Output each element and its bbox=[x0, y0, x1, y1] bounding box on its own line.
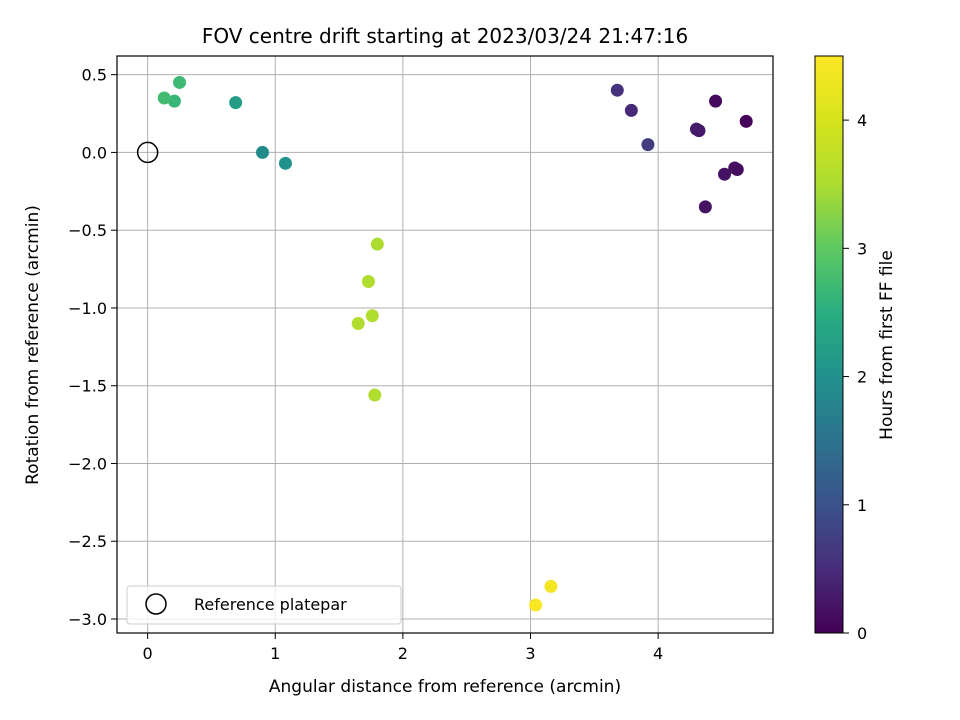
data-point bbox=[167, 94, 181, 108]
data-point bbox=[255, 145, 269, 159]
data-point bbox=[229, 96, 243, 110]
data-point bbox=[351, 317, 365, 331]
y-tick-label: 0.5 bbox=[82, 66, 107, 85]
y-axis-ticks: 0.5 0.0 −0.5 −1.0 −1.5 −2.0 −2.5 −3.0 bbox=[68, 66, 117, 629]
x-axis-label: Angular distance from reference (arcmin) bbox=[269, 677, 621, 697]
data-point bbox=[173, 75, 187, 89]
data-point bbox=[361, 275, 375, 289]
x-tick-label: 3 bbox=[525, 644, 535, 663]
x-tick-label: 0 bbox=[143, 644, 153, 663]
data-point bbox=[624, 103, 638, 117]
data-point bbox=[728, 161, 742, 175]
chart-title: FOV centre drift starting at 2023/03/24 … bbox=[202, 24, 688, 48]
data-points bbox=[157, 75, 753, 612]
x-tick-label: 2 bbox=[398, 644, 408, 663]
data-point bbox=[278, 156, 292, 170]
data-point bbox=[739, 114, 753, 128]
data-point bbox=[544, 579, 558, 593]
x-tick-label: 1 bbox=[270, 644, 280, 663]
plot-background bbox=[117, 56, 773, 633]
y-tick-label: −1.0 bbox=[68, 299, 107, 318]
colorbar-tick-label: 1 bbox=[857, 496, 867, 515]
data-point bbox=[709, 94, 723, 108]
plot-area: 0 1 2 3 4 0.5 0.0 −0.5 −1.0 −1.5 −2.0 −2.5 −3.0 Ref… bbox=[68, 55, 774, 663]
colorbar-gradient bbox=[814, 55, 844, 634]
grid-lines bbox=[117, 56, 773, 633]
y-tick-label: −1.5 bbox=[68, 377, 107, 396]
legend-label: Reference platepar bbox=[194, 595, 347, 614]
data-point bbox=[610, 83, 624, 97]
y-tick-label: −0.5 bbox=[68, 221, 107, 240]
data-point bbox=[368, 388, 382, 402]
colorbar: 0 1 2 3 4 Hours from first FF file bbox=[814, 55, 897, 643]
data-point bbox=[689, 122, 703, 136]
data-point bbox=[529, 598, 543, 612]
colorbar-ticks: 0 1 2 3 4 bbox=[843, 111, 867, 643]
data-point bbox=[718, 167, 732, 181]
plot-frame bbox=[116, 55, 774, 634]
x-axis-ticks: 0 1 2 3 4 bbox=[143, 633, 663, 663]
legend-marker-icon bbox=[145, 593, 167, 615]
colorbar-tick-label: 3 bbox=[857, 239, 867, 258]
y-tick-label: 0.0 bbox=[82, 143, 107, 162]
data-point bbox=[641, 138, 655, 152]
reference-point-marker bbox=[136, 141, 159, 164]
colorbar-label: Hours from first FF file bbox=[877, 250, 897, 440]
data-point bbox=[370, 237, 384, 251]
colorbar-tick-label: 4 bbox=[857, 111, 867, 130]
x-tick-label: 4 bbox=[653, 644, 663, 663]
data-point bbox=[157, 91, 171, 105]
colorbar-tick-label: 0 bbox=[857, 624, 867, 643]
data-point bbox=[698, 200, 712, 214]
y-tick-label: −2.0 bbox=[68, 454, 107, 473]
y-axis-label: Rotation from reference (arcmin) bbox=[23, 205, 43, 485]
data-point bbox=[365, 309, 379, 323]
legend: Reference platepar bbox=[126, 585, 402, 625]
y-tick-label: −2.5 bbox=[68, 532, 107, 551]
colorbar-tick-label: 2 bbox=[857, 368, 867, 387]
legend-box bbox=[126, 585, 402, 625]
y-tick-label: −3.0 bbox=[68, 610, 107, 629]
